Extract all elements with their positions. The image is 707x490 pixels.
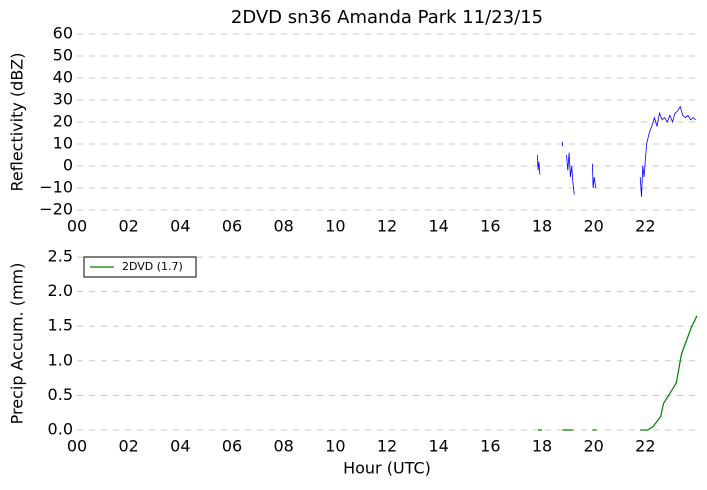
x-tick-label: 22 (635, 437, 655, 456)
x-tick-label: 16 (480, 217, 500, 236)
y-tick-label: 1.0 (48, 350, 73, 369)
y-tick-label: −20 (39, 200, 73, 219)
x-tick-label: 18 (532, 217, 552, 236)
y-axis-label: Precip Accum. (mm) (8, 263, 27, 425)
x-tick-label: 02 (118, 437, 138, 456)
y-tick-label: 2.5 (48, 247, 73, 266)
x-tick-label: 12 (377, 437, 397, 456)
y-tick-label: 0 (63, 156, 73, 175)
x-tick-label: 04 (170, 437, 190, 456)
y-tick-label: 60 (53, 24, 73, 43)
x-tick-label: 06 (222, 217, 242, 236)
x-tick-label: 00 (67, 437, 87, 456)
x-tick-label: 04 (170, 217, 190, 236)
chart-title: 2DVD sn36 Amanda Park 11/23/15 (231, 7, 543, 28)
x-axis-label: Hour (UTC) (343, 459, 431, 478)
y-tick-label: 50 (53, 46, 73, 65)
x-tick-label: 18 (532, 437, 552, 456)
y-tick-label: 10 (53, 134, 73, 153)
x-tick-label: 08 (273, 217, 293, 236)
y-axis-label: Reflectivity (dBZ) (8, 53, 27, 192)
x-tick-label: 08 (273, 437, 293, 456)
y-tick-label: 40 (53, 68, 73, 87)
x-tick-label: 20 (583, 437, 603, 456)
x-tick-label: 10 (325, 437, 345, 456)
x-tick-label: 16 (480, 437, 500, 456)
data-line (537, 105, 696, 197)
legend-label: 2DVD (1.7) (122, 260, 183, 273)
x-tick-label: 22 (635, 217, 655, 236)
legend-box (83, 256, 197, 278)
x-tick-label: 12 (377, 217, 397, 236)
x-tick-label: 10 (325, 217, 345, 236)
y-tick-label: 1.5 (48, 316, 73, 335)
data-line (538, 315, 698, 431)
x-tick-label: 14 (428, 217, 448, 236)
x-tick-label: 20 (583, 217, 603, 236)
y-tick-label: 2.0 (48, 281, 73, 300)
y-tick-label: 20 (53, 112, 73, 131)
x-tick-label: 00 (67, 217, 87, 236)
y-tick-label: 0.0 (48, 420, 73, 439)
x-tick-label: 06 (222, 437, 242, 456)
y-tick-label: 30 (53, 90, 73, 109)
y-tick-label: 0.5 (48, 385, 73, 404)
x-tick-label: 14 (428, 437, 448, 456)
y-tick-label: −10 (39, 178, 73, 197)
x-tick-label: 02 (118, 217, 138, 236)
